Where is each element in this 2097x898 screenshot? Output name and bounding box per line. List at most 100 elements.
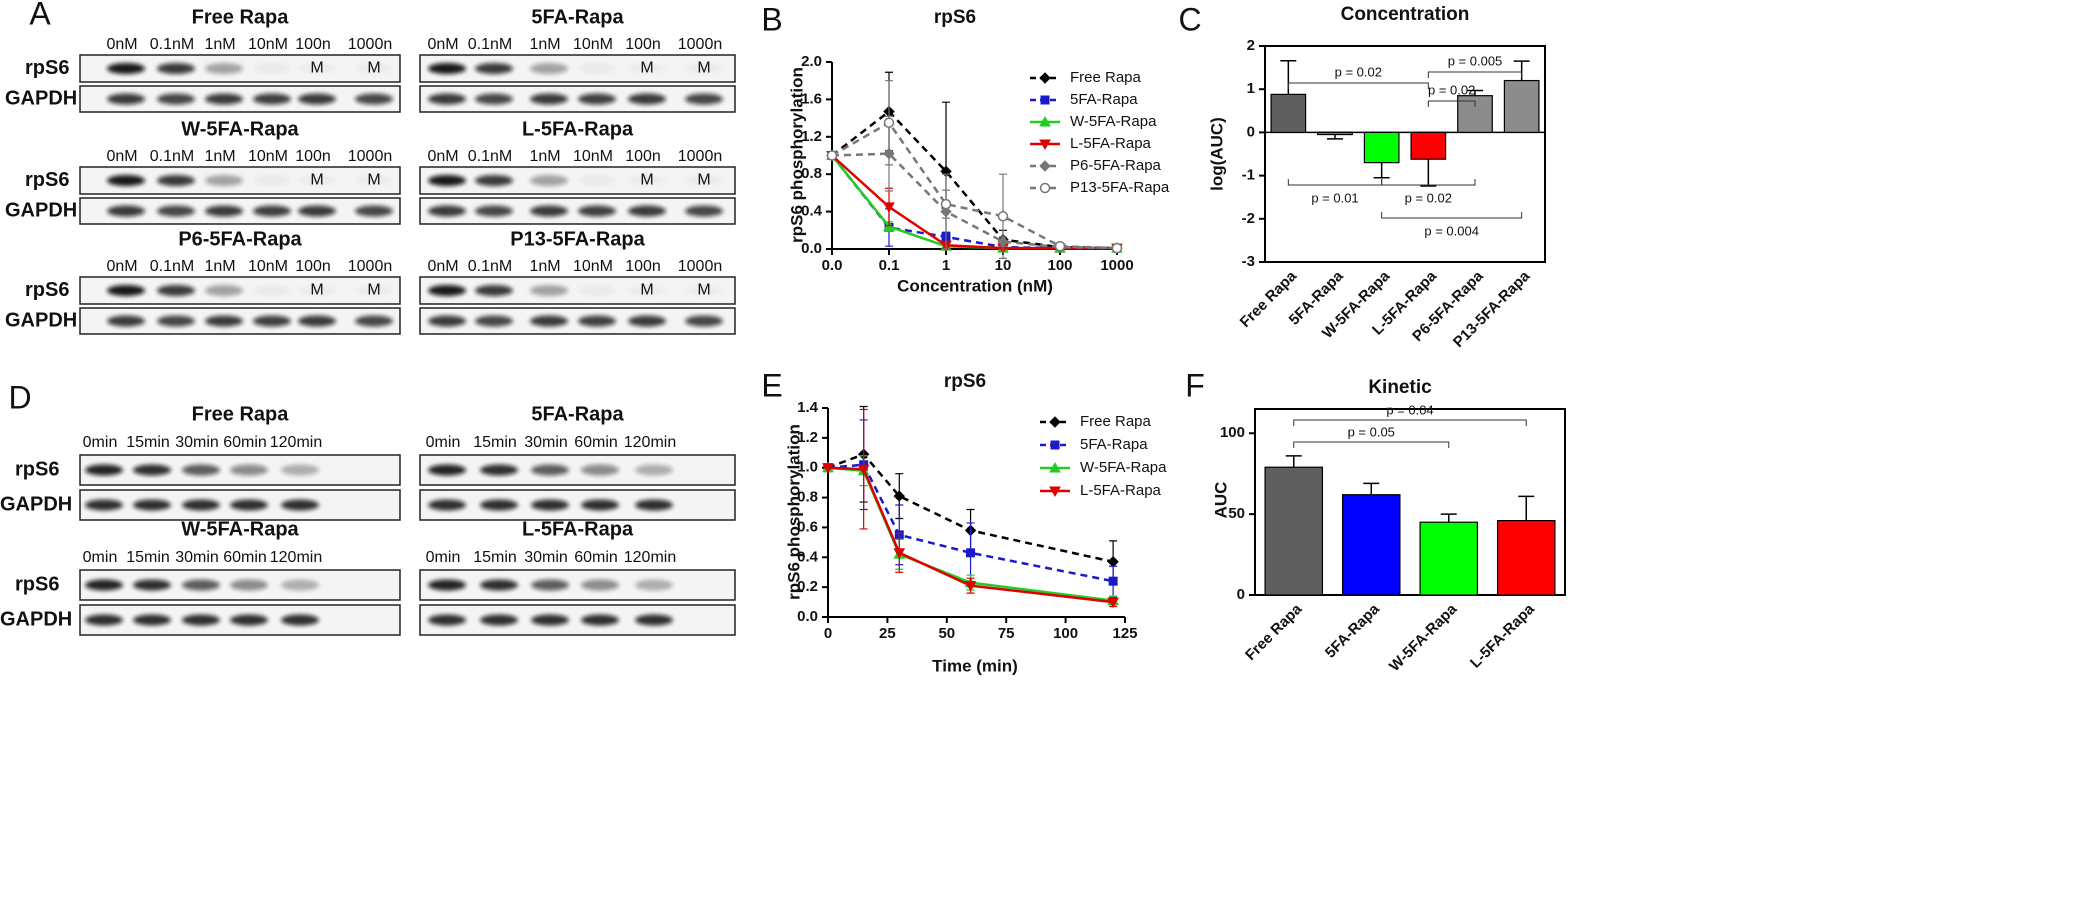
marker: [997, 211, 1009, 222]
row-label: rpS6: [15, 573, 59, 595]
blot-band: [635, 464, 673, 476]
row-label: rpS6: [25, 279, 69, 301]
bar: [1419, 521, 1479, 596]
blot-band: [182, 614, 220, 626]
lane-label: 1nM: [204, 258, 235, 275]
blot-band: [182, 579, 220, 591]
marker: [940, 198, 952, 210]
blot-band: [133, 579, 171, 591]
lane-label: 100n: [625, 258, 661, 275]
row-label: rpS6: [25, 57, 69, 79]
lane-label: 0.1nM: [150, 148, 194, 165]
lane-label: 10nM: [248, 258, 288, 275]
blot-band: [253, 63, 291, 74]
y-tick-label: 0.8: [801, 165, 822, 182]
legend-label: P13-5FA-Rapa: [1070, 179, 1170, 196]
blot-band: [157, 285, 195, 296]
blot-band: [428, 464, 466, 476]
y-tick-label: -1: [1242, 167, 1255, 184]
chart-title: Kinetic: [1368, 377, 1432, 398]
blot-band: [480, 464, 518, 476]
y-tick-label: 1.4: [797, 399, 819, 416]
x-axis-label: Time (min): [932, 656, 1018, 675]
lane-label: 100n: [295, 258, 331, 275]
y-tick-label: 1.2: [801, 128, 822, 145]
x-tick-label: 0.1: [879, 257, 900, 274]
lane-label: 30min: [175, 549, 219, 566]
y-tick-label: 0.8: [797, 489, 818, 506]
lane-label: 100n: [625, 36, 661, 53]
bar: [1503, 79, 1540, 133]
marker: [1108, 576, 1118, 586]
blot-band: [581, 614, 619, 626]
blot-band: [85, 579, 123, 591]
lane-label: 10nM: [573, 258, 613, 275]
marker: [1054, 240, 1066, 252]
blot-band: [182, 464, 220, 476]
series-line: [831, 121, 1118, 250]
lane-mark: M: [367, 172, 380, 189]
bar: [1270, 93, 1307, 134]
marker: [893, 490, 905, 502]
p-value: p = 0.005: [1448, 53, 1503, 68]
p-value: p = 0.02: [1428, 82, 1475, 97]
blot-band: [428, 93, 466, 105]
y-axis-label: rpS6 phosphorylation: [784, 424, 803, 600]
lane-label: 120min: [624, 549, 676, 566]
y-axis-label: rpS6 phosphorylation: [787, 67, 806, 243]
lane-label: 60min: [574, 434, 618, 451]
error-bar: [1280, 59, 1297, 95]
y-tick-label: 1.0: [797, 459, 818, 476]
lane-label: 15min: [126, 434, 170, 451]
panel-letter: C: [1178, 1, 1201, 37]
y-tick-label: 2.0: [801, 53, 822, 70]
blot-band: [107, 315, 145, 327]
y-tick-label: 0.0: [801, 240, 822, 257]
row-label: GAPDH: [5, 87, 77, 109]
series-line: [827, 452, 1114, 563]
blot-band: [298, 205, 336, 217]
blot-band: [578, 205, 616, 217]
blot-frame: [419, 454, 736, 486]
marker: [893, 548, 906, 559]
blot-band: [205, 315, 243, 327]
lane-label: 100n: [295, 36, 331, 53]
panel-letter: B: [761, 1, 782, 37]
blot-band: [685, 93, 723, 105]
marker: [1039, 182, 1051, 194]
significance-bracket: [1287, 179, 1383, 186]
blot-band: [107, 285, 145, 296]
blot-title: 5FA-Rapa: [531, 6, 624, 28]
blot-band: [581, 464, 619, 476]
blot-band: [635, 499, 673, 511]
lane-label: 1nM: [529, 148, 560, 165]
marker: [1107, 597, 1119, 609]
lane-label: 0.1nM: [468, 36, 512, 53]
marker: [1040, 95, 1050, 105]
lane-label: 15min: [473, 549, 517, 566]
y-tick-label: 0.4: [797, 548, 819, 565]
blot-band: [530, 315, 568, 327]
lane-label: 30min: [524, 434, 568, 451]
blot-band: [133, 499, 171, 511]
blot-frame: [419, 276, 736, 305]
row-label: GAPDH: [5, 199, 77, 221]
panel-letter: F: [1185, 367, 1205, 403]
lane-mark: M: [367, 282, 380, 299]
x-tick-label: 75: [998, 625, 1015, 642]
blot-band: [428, 315, 466, 327]
p-value: p = 0.04: [1386, 402, 1433, 417]
marker: [857, 464, 870, 476]
lane-label: 10nM: [248, 148, 288, 165]
blot-band: [428, 205, 466, 217]
blot-band: [205, 63, 243, 74]
marker: [822, 463, 834, 474]
row-label: rpS6: [15, 458, 59, 480]
y-tick-label: 50: [1228, 505, 1245, 522]
blot-band: [480, 614, 518, 626]
plot-frame: [1264, 45, 1546, 263]
legend-label: Free Rapa: [1080, 413, 1152, 430]
blot-band: [685, 315, 723, 327]
blot-band: [578, 93, 616, 105]
y-tick-label: 0.4: [801, 203, 823, 220]
